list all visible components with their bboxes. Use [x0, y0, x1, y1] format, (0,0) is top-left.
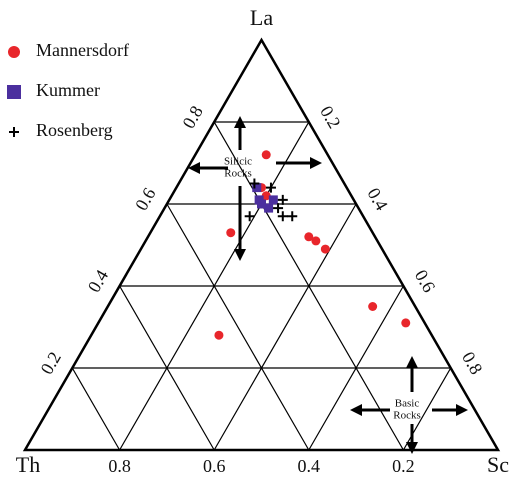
point	[368, 302, 378, 311]
axis-label: La	[250, 5, 273, 30]
annotation: Rocks	[224, 168, 252, 180]
point	[214, 330, 224, 340]
series	[244, 178, 298, 222]
grid-line	[71, 367, 121, 451]
legend-marker	[8, 46, 20, 58]
annotation: Silicic	[224, 156, 252, 168]
point	[261, 150, 271, 160]
axis-label: Th	[16, 452, 40, 477]
grid-line	[308, 285, 404, 451]
legend-marker	[9, 127, 19, 137]
point	[265, 182, 276, 193]
point	[249, 178, 260, 189]
triangle-frame	[22, 37, 501, 452]
point	[257, 199, 266, 209]
point	[277, 211, 288, 222]
point	[244, 211, 255, 222]
point	[268, 195, 278, 205]
point	[311, 236, 321, 246]
axis-label: Sc	[487, 452, 509, 477]
point	[401, 318, 411, 328]
tick-label: 0.8	[108, 456, 131, 476]
point	[226, 228, 236, 238]
grid-line	[166, 203, 310, 451]
point	[261, 191, 271, 201]
tick-label: 0.2	[316, 102, 345, 131]
point	[264, 203, 274, 213]
tick-label: 0.4	[363, 184, 392, 213]
legend-item: Kummer	[7, 80, 100, 100]
tick-label: 0.2	[36, 348, 65, 377]
annotation: Rocks	[393, 410, 421, 422]
series	[252, 183, 278, 213]
content: La 0.2 0.4 0.6 0.8 Th 0.2 0.4 0.6 0.8 Sc 0.2 0.4 0.6 0…	[7, 5, 509, 477]
silicic-arrows	[188, 116, 322, 261]
point	[273, 203, 284, 214]
legend-label: Rosenberg	[36, 120, 113, 140]
tick-label: 0.6	[411, 266, 440, 295]
legend-label: Mannersdorf	[36, 40, 129, 60]
grid-line	[119, 121, 310, 451]
legend-label: Kummer	[36, 80, 100, 100]
legend-item: Rosenberg	[9, 120, 113, 140]
tick-label: 0.8	[178, 102, 207, 131]
tick-label: 0.6	[203, 456, 226, 476]
annotation: Basic	[395, 398, 420, 410]
legend-marker	[7, 85, 21, 99]
point	[287, 211, 298, 222]
tick-label: 0.8	[458, 348, 487, 377]
point	[252, 183, 262, 193]
point	[277, 194, 288, 205]
grid-line	[213, 203, 357, 451]
point	[320, 244, 330, 254]
legend-item: Mannersdorf	[8, 40, 129, 60]
tick-label: 0.4	[298, 456, 321, 476]
tick-label: 0.4	[84, 266, 113, 295]
series	[214, 150, 411, 340]
tick-label: 0.2	[392, 456, 415, 476]
tick-label: 0.6	[131, 184, 160, 213]
basic-arrows	[350, 356, 468, 454]
point	[304, 232, 314, 242]
